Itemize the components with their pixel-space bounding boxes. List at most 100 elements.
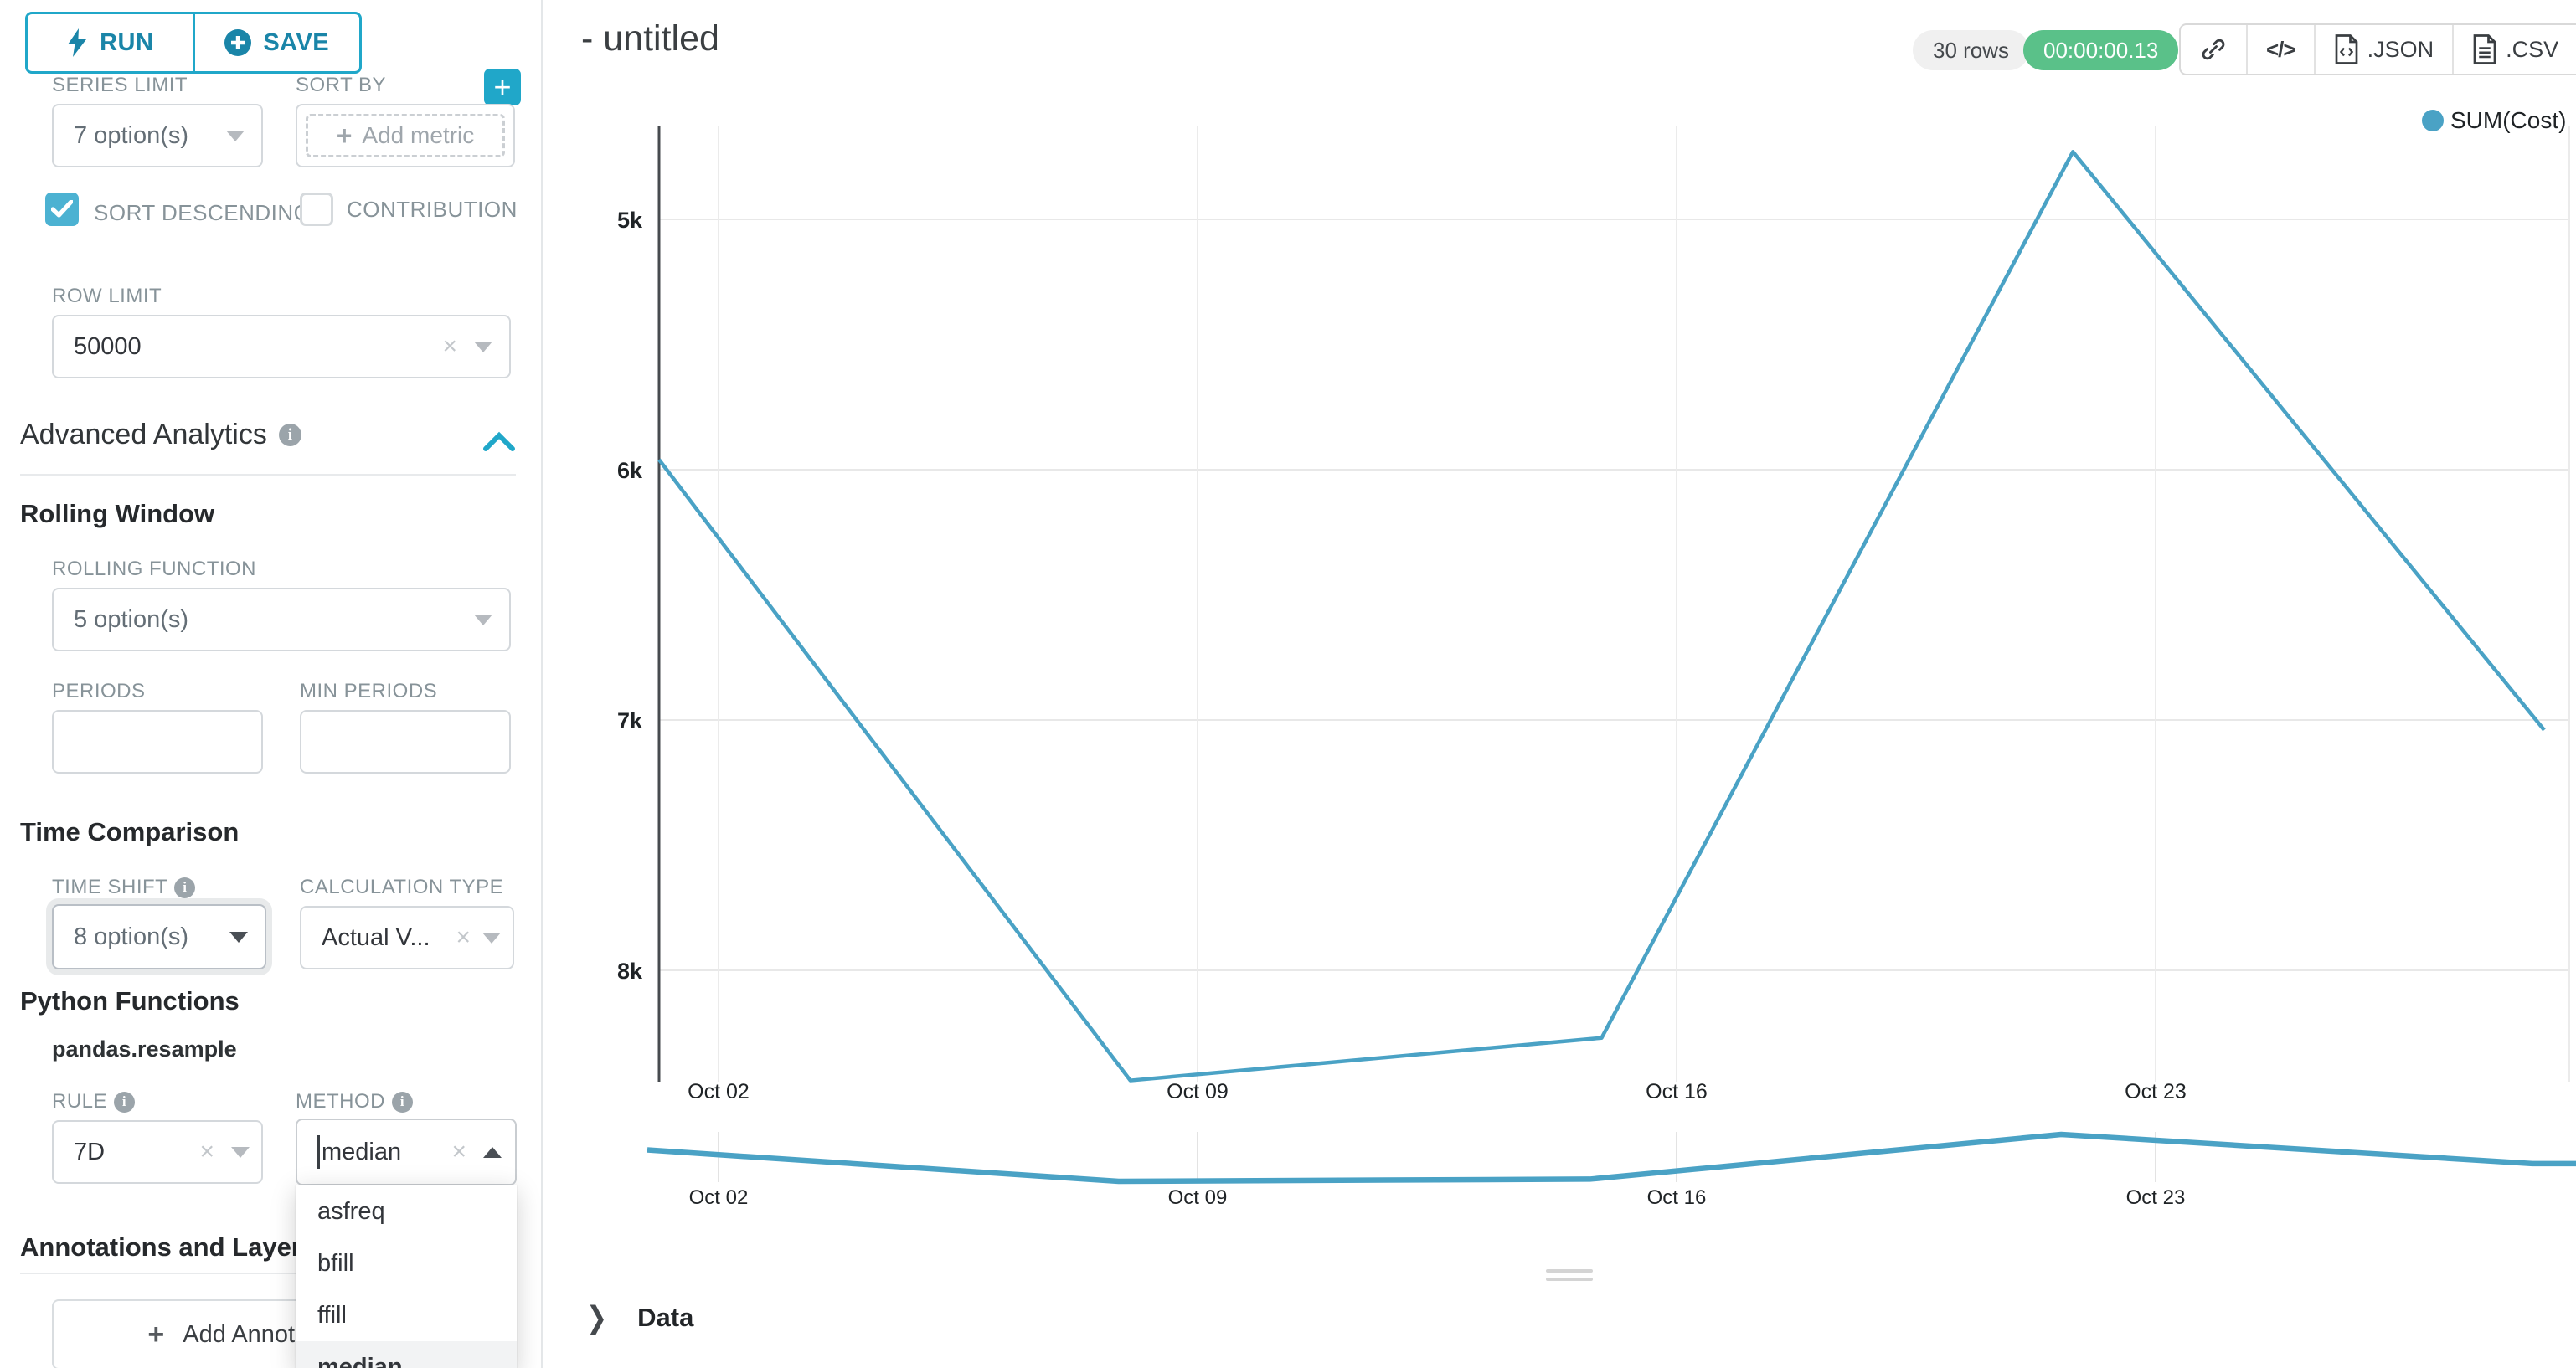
save-button[interactable]: SAVE <box>192 14 360 71</box>
method-select[interactable]: median × <box>296 1119 517 1185</box>
method-option-asfreq[interactable]: asfreq <box>317 1197 385 1225</box>
method-value: median <box>322 1138 402 1165</box>
view-query-button[interactable]: </> <box>2246 25 2314 74</box>
clear-icon[interactable]: × <box>442 332 457 360</box>
y-tick-label: 7k <box>617 708 643 733</box>
plus-icon: + <box>336 120 353 151</box>
time-shift-label: TIME SHIFT i <box>52 876 196 899</box>
clear-icon[interactable]: × <box>456 923 471 951</box>
clear-icon[interactable]: × <box>451 1138 466 1165</box>
rolling-function-select[interactable]: 5 option(s) <box>52 588 511 651</box>
run-button[interactable]: RUN <box>28 14 193 71</box>
time-shift-select[interactable]: 8 option(s) <box>52 904 266 969</box>
chevron-up-icon[interactable] <box>482 430 516 452</box>
row-limit-value: 50000 <box>74 332 142 360</box>
add-sort-metric-plus-button[interactable]: + <box>484 69 521 105</box>
pandas-resample-subtitle: pandas.resample <box>52 1036 237 1062</box>
mini-x-tick-label: Oct 09 <box>1168 1186 1228 1209</box>
run-button-label: RUN <box>100 28 154 56</box>
chart-panel: - untitled 30 rows 00:00:00.13 </> .JSON <box>544 0 2576 1368</box>
calculation-type-value: Actual V... <box>322 923 430 951</box>
export-json-button[interactable]: .JSON <box>2313 25 2453 74</box>
plus-circle-icon <box>224 29 252 56</box>
add-metric-dropzone[interactable]: + Add metric <box>306 114 505 157</box>
mini-x-tick-label: Oct 23 <box>2126 1186 2186 1209</box>
sort-by-metric-box[interactable]: + Add metric <box>296 104 515 167</box>
row-count-badge: 30 rows <box>1913 30 2030 70</box>
method-label: METHOD i <box>296 1090 413 1113</box>
method-dropdown-menu: asfreq bfill ffill median <box>296 1185 517 1368</box>
chart-title[interactable]: - untitled <box>581 18 719 59</box>
time-comparison-title: Time Comparison <box>20 817 240 846</box>
line-chart[interactable]: 5k 6k 7k 8k Oct 02 Oct 09 Oct 16 Oct 23 Oct 02 Oc… <box>544 0 2576 1256</box>
method-option-bfill[interactable]: bfill <box>317 1249 354 1277</box>
panel-resize-handle[interactable] <box>1546 1269 1593 1286</box>
contribution-checkbox[interactable] <box>300 193 333 226</box>
mini-cost-series-line <box>647 1131 2576 1185</box>
legend-dot-icon <box>2422 110 2444 131</box>
export-json-label: .JSON <box>2367 36 2434 62</box>
calculation-type-select[interactable]: Actual V... × <box>300 906 514 969</box>
run-save-button-group: RUN SAVE <box>25 12 362 74</box>
chevron-down-icon <box>474 614 492 625</box>
min-periods-label: MIN PERIODS <box>300 680 438 702</box>
contribution-label: CONTRIBUTION <box>347 196 518 222</box>
x-tick-label: Oct 16 <box>1646 1080 1708 1103</box>
chevron-down-icon <box>229 931 248 943</box>
rule-label: RULE i <box>52 1090 136 1113</box>
clear-icon[interactable]: × <box>199 1138 214 1165</box>
check-icon <box>51 200 73 218</box>
export-toolbar: </> .JSON .CSV <box>2179 23 2576 75</box>
copy-link-button[interactable] <box>2181 25 2246 74</box>
series-limit-value: 7 option(s) <box>74 121 189 149</box>
chevron-down-icon <box>474 341 492 352</box>
rolling-function-label: ROLLING FUNCTION <box>52 558 257 580</box>
x-tick-label: Oct 23 <box>2125 1080 2187 1103</box>
row-limit-select[interactable]: 50000 × <box>52 315 511 378</box>
code-icon: </> <box>2266 36 2296 62</box>
info-icon: i <box>278 424 301 446</box>
periods-input[interactable] <box>52 710 263 774</box>
calculation-type-label: CALCULATION TYPE <box>300 876 504 898</box>
sort-descending-control[interactable]: SORT DESCENDING <box>45 191 312 234</box>
series-limit-select[interactable]: 7 option(s) <box>52 104 263 167</box>
data-panel-header[interactable]: ❯ Data <box>586 1301 693 1335</box>
row-limit-label: ROW LIMIT <box>52 285 162 307</box>
y-tick-label: 8k <box>617 959 643 984</box>
contribution-control[interactable]: CONTRIBUTION <box>300 193 518 226</box>
min-periods-input[interactable] <box>300 710 511 774</box>
time-shift-value: 8 option(s) <box>74 923 189 950</box>
text-cursor <box>317 1135 320 1169</box>
query-duration-badge: 00:00:00.13 <box>2023 30 2179 70</box>
legend-series-label: SUM(Cost) <box>2450 107 2567 133</box>
link-icon <box>2202 39 2225 60</box>
method-option-ffill[interactable]: ffill <box>317 1301 347 1329</box>
sort-descending-checkbox[interactable] <box>45 193 79 226</box>
chevron-down-icon <box>482 932 501 944</box>
sort-descending-label: SORT DESCENDING <box>94 200 312 225</box>
export-csv-button[interactable]: .CSV <box>2452 25 2576 74</box>
python-functions-title: Python Functions <box>20 986 240 1016</box>
chevron-down-icon <box>226 130 245 141</box>
chart-legend[interactable]: SUM(Cost) <box>2422 107 2566 134</box>
csv-file-icon <box>2473 34 2496 64</box>
divider <box>20 474 516 476</box>
x-tick-label: Oct 09 <box>1167 1080 1229 1103</box>
rule-select[interactable]: 7D × <box>52 1120 263 1184</box>
chevron-up-icon <box>483 1146 502 1158</box>
export-csv-label: .CSV <box>2506 36 2559 62</box>
rolling-function-value: 5 option(s) <box>74 605 189 633</box>
json-file-icon <box>2335 34 2357 64</box>
mini-x-tick-label: Oct 02 <box>689 1186 749 1209</box>
save-button-label: SAVE <box>263 28 330 56</box>
cost-series-line <box>657 150 2546 1083</box>
mini-x-tick-label: Oct 16 <box>1647 1186 1707 1209</box>
lightning-icon <box>68 28 87 57</box>
advanced-analytics-title: Advanced Analytics <box>20 419 267 450</box>
info-icon: i <box>174 877 196 898</box>
rule-value: 7D <box>74 1138 106 1165</box>
y-tick-label: 6k <box>617 458 643 483</box>
advanced-analytics-header[interactable]: Advanced Analytics i <box>20 419 301 451</box>
method-option-median[interactable]: median <box>296 1341 517 1368</box>
y-tick-label: 5k <box>617 208 643 233</box>
